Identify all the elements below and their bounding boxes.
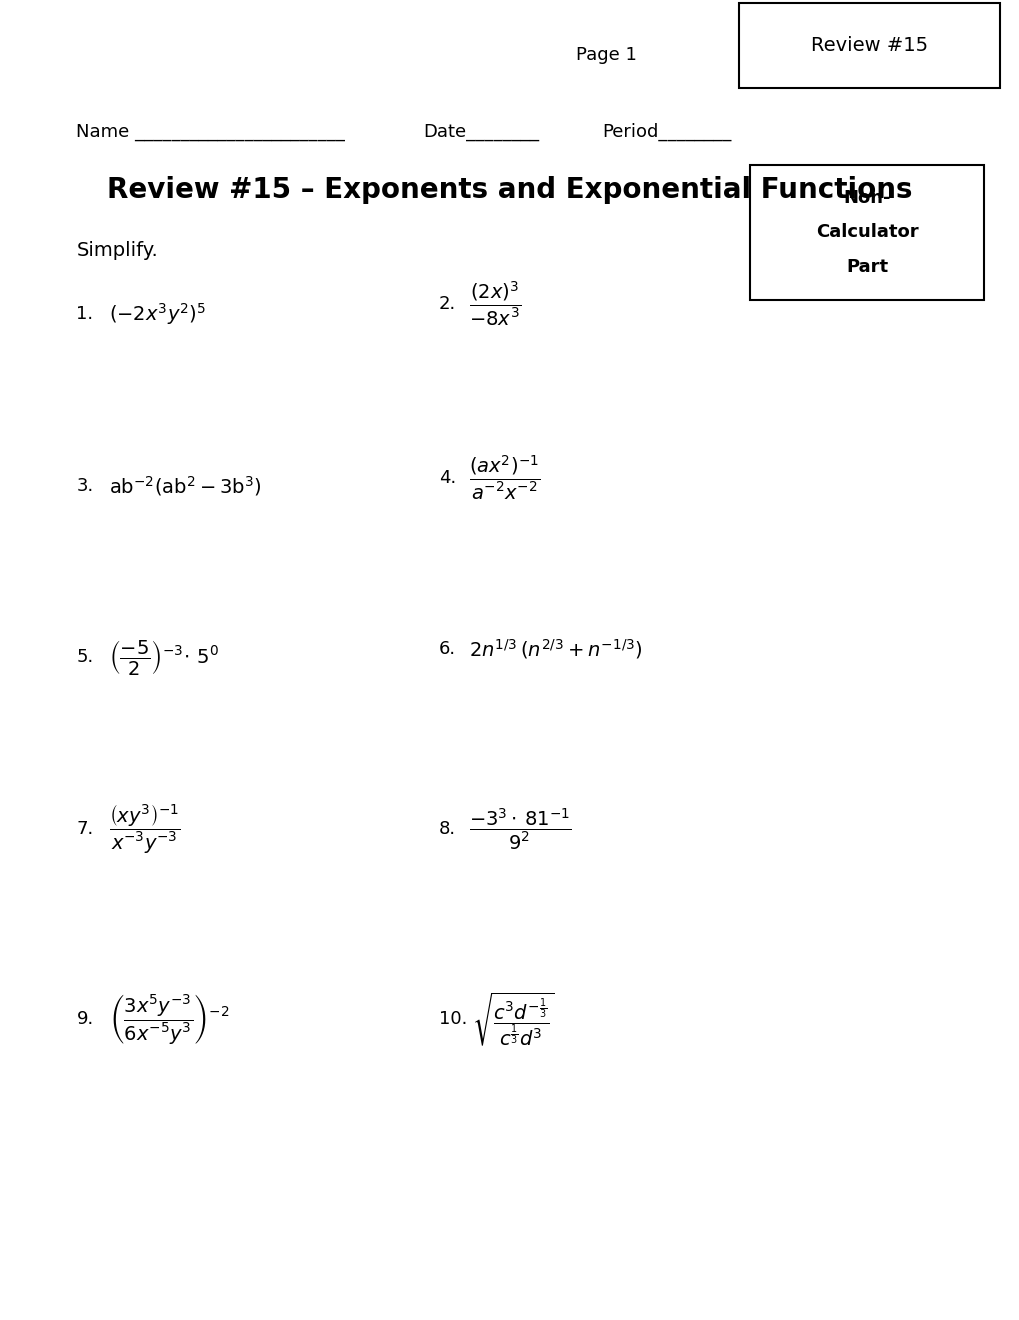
FancyBboxPatch shape [749,165,983,300]
Text: $\dfrac{(2x)^3}{-8x^3}$: $\dfrac{(2x)^3}{-8x^3}$ [469,280,521,327]
Text: 3.: 3. [76,477,94,495]
Text: $\left(\dfrac{-5}{2}\right)^{-3}\!\cdot\,5^0$: $\left(\dfrac{-5}{2}\right)^{-3}\!\cdot\… [109,638,219,677]
Text: Part: Part [845,257,888,276]
FancyBboxPatch shape [739,3,999,88]
Text: 1.: 1. [76,305,94,323]
Text: 10.: 10. [438,1010,467,1028]
Text: $\sqrt{\dfrac{c^3 d^{-\frac{1}{3}}}{c^{\frac{1}{3}} d^3}}$: $\sqrt{\dfrac{c^3 d^{-\frac{1}{3}}}{c^{\… [472,990,554,1048]
Text: 8.: 8. [438,820,455,838]
Text: $2n^{1/3}\,(n^{2/3} + n^{-1/3})$: $2n^{1/3}\,(n^{2/3} + n^{-1/3})$ [469,638,642,661]
Text: Simplify.: Simplify. [76,242,158,260]
Text: $\mathrm{ab}^{-2}(\mathrm{ab}^2 - 3\mathrm{b}^3)$: $\mathrm{ab}^{-2}(\mathrm{ab}^2 - 3\math… [109,474,262,498]
Text: Review #15: Review #15 [810,36,927,55]
Text: 7.: 7. [76,820,94,838]
Text: Page 1: Page 1 [576,46,637,65]
Text: $(-2x^3y^2)^5$: $(-2x^3y^2)^5$ [109,301,206,327]
Text: 6.: 6. [438,640,455,659]
Text: $\dfrac{\left(xy^3\right)^{-1}}{x^{-3}y^{-3}}$: $\dfrac{\left(xy^3\right)^{-1}}{x^{-3}y^… [109,803,180,855]
Text: $\left(\dfrac{3x^5y^{-3}}{6x^{-5}y^3}\right)^{-2}$: $\left(\dfrac{3x^5y^{-3}}{6x^{-5}y^3}\ri… [109,993,229,1045]
Text: 5.: 5. [76,648,94,667]
Text: 2.: 2. [438,294,455,313]
Text: Non-: Non- [843,189,890,207]
Text: $\dfrac{-3^3\cdot\,81^{-1}}{9^2}$: $\dfrac{-3^3\cdot\,81^{-1}}{9^2}$ [469,807,572,851]
Text: Date________: Date________ [423,123,539,141]
Text: Name _______________________: Name _______________________ [76,123,345,141]
Text: Calculator: Calculator [815,223,917,242]
Text: Period________: Period________ [601,123,731,141]
Text: 9.: 9. [76,1010,94,1028]
Text: 4.: 4. [438,469,455,487]
Text: $\dfrac{\left(ax^2\right)^{-1}}{a^{-2}x^{-2}}$: $\dfrac{\left(ax^2\right)^{-1}}{a^{-2}x^… [469,454,540,502]
Text: Review #15 – Exponents and Exponential Functions: Review #15 – Exponents and Exponential F… [107,176,912,205]
